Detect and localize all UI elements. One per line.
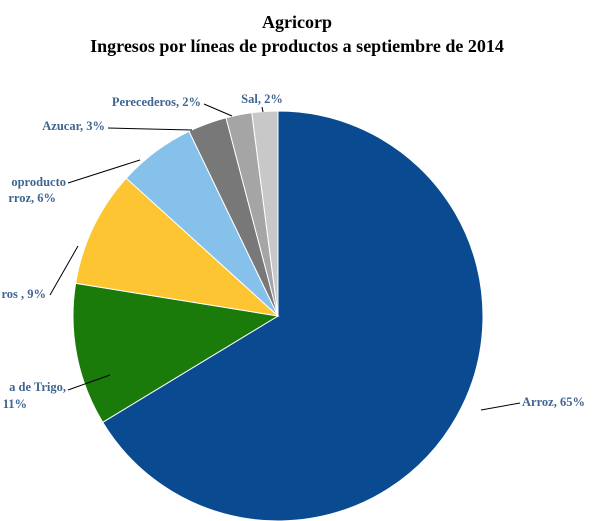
data-label: Perecederos, 2%	[112, 95, 201, 109]
leader-line	[480, 402, 521, 411]
leader-line	[261, 106, 264, 113]
pie-slice	[102, 110, 484, 521]
pie-slice	[72, 282, 280, 423]
pie-slice	[251, 110, 279, 317]
leader-line	[67, 374, 111, 391]
data-label: oproducto	[11, 175, 66, 189]
pie-slice	[75, 177, 280, 317]
leader-line	[203, 103, 233, 117]
leader-line	[67, 159, 141, 184]
data-label: Arroz, 65%	[522, 395, 585, 409]
data-label: 11%	[3, 397, 27, 411]
data-label: Azucar, 3%	[42, 119, 105, 133]
data-label: Sal, 2%	[241, 92, 283, 106]
chart-subtitle: Ingresos por líneas de productos a septi…	[90, 36, 504, 56]
leader-line	[107, 127, 193, 131]
data-label: a de Trigo,	[9, 380, 66, 394]
chart-title: Agricorp	[262, 12, 332, 32]
leader-line	[49, 245, 79, 296]
data-label: rroz, 6%	[8, 191, 56, 205]
data-label: ros , 9%	[1, 287, 46, 301]
